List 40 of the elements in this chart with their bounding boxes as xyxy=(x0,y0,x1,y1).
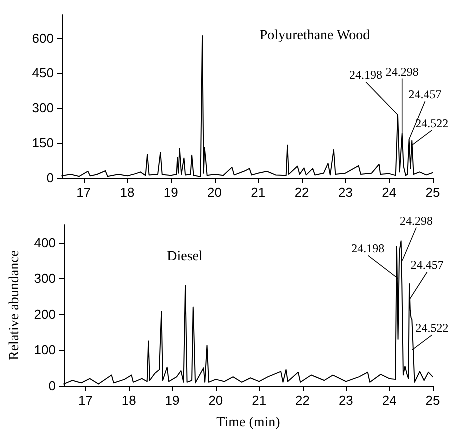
annotation: 24.522 xyxy=(416,321,449,336)
annotation: 24.522 xyxy=(416,116,449,130)
x-tick-label: 23 xyxy=(338,393,354,408)
x-tick-label: 19 xyxy=(165,393,180,408)
y-tick-label: 600 xyxy=(32,30,54,46)
y-tick-label: 100 xyxy=(34,342,56,358)
annotation: 24.457 xyxy=(410,258,444,272)
x-tick-label: 22 xyxy=(294,185,310,200)
annotation: 24.298 xyxy=(400,214,434,228)
x-tick-label: 24 xyxy=(382,393,397,408)
y-tick-label: 0 xyxy=(48,378,56,394)
y-tick-label: 400 xyxy=(34,235,56,250)
y-axis-title: Relative abundance xyxy=(8,250,22,361)
y-tick-label: 450 xyxy=(32,66,54,81)
y-tick-label: 300 xyxy=(34,271,56,286)
y-tick-label: 200 xyxy=(34,306,56,322)
x-tick-label: 17 xyxy=(78,393,93,408)
x-tick-label: 21 xyxy=(251,185,266,200)
y-tick-label: 0 xyxy=(46,170,54,186)
x-tick-label: 20 xyxy=(208,393,224,408)
x-tick-label: 18 xyxy=(120,185,135,200)
y-tick-label: 150 xyxy=(32,136,54,151)
annotation: 24.198 xyxy=(349,68,382,82)
x-tick-label: 22 xyxy=(296,393,310,408)
y-tick-label: 300 xyxy=(32,100,54,116)
x-tick-label: 25 xyxy=(426,393,440,408)
x-tick-label: 20 xyxy=(208,185,222,200)
x-tick-label: 18 xyxy=(122,393,136,408)
text: Diesel xyxy=(167,250,203,264)
annotation: 24.298 xyxy=(386,64,419,79)
annotation: 24.457 xyxy=(408,88,442,102)
x-axis-title: Time (min) xyxy=(216,416,281,430)
annotation: 24.198 xyxy=(352,242,385,256)
text: Polyurethane Wood xyxy=(260,28,370,44)
x-tick-label: 25 xyxy=(426,185,440,200)
x-tick-label: 19 xyxy=(164,185,178,200)
x-tick-label: 24 xyxy=(382,185,397,200)
x-tick-label: 21 xyxy=(252,393,267,408)
x-tick-label: 17 xyxy=(76,185,92,200)
x-tick-label: 23 xyxy=(338,185,353,200)
